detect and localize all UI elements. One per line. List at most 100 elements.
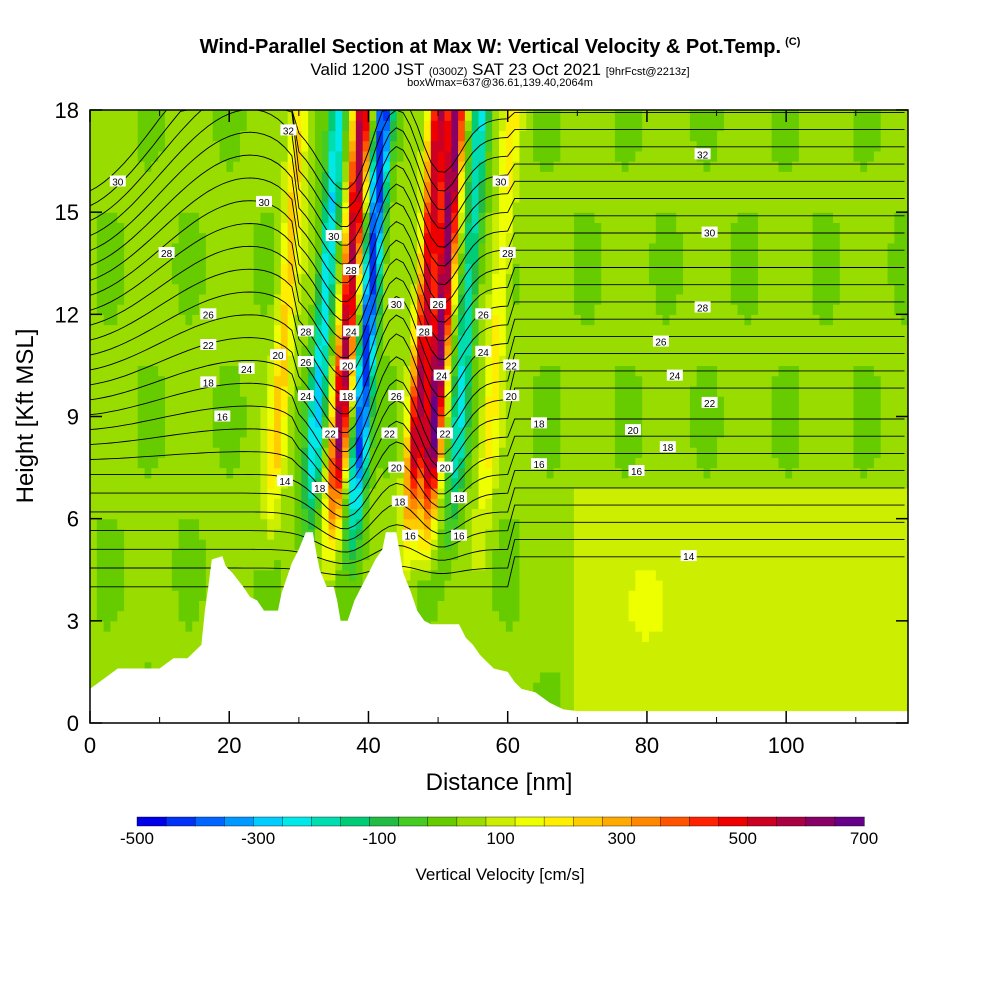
y-tick-label: 15 xyxy=(55,200,79,225)
theta-label: 30 xyxy=(325,230,342,243)
colorbar-tick-label: 100 xyxy=(486,829,514,848)
theta-label: 30 xyxy=(492,175,509,189)
theta-label: 30 xyxy=(388,298,405,311)
y-tick-label: 6 xyxy=(67,507,79,532)
axes: 0 20 40 60 80 100 0 3 6 9 12 15 18 xyxy=(55,98,908,758)
theta-label: 28 xyxy=(343,264,360,277)
colorbar-swatch xyxy=(689,816,720,827)
theta-label: 22 xyxy=(437,427,453,441)
colorbar-swatch xyxy=(311,816,342,827)
y-tick-label: 9 xyxy=(67,405,79,430)
colorbar-swatch xyxy=(834,816,865,827)
theta-label: 20 xyxy=(625,424,641,437)
copyright-mark: (C) xyxy=(785,36,801,48)
theta-label: 20 xyxy=(388,461,405,475)
x-tick-label: 20 xyxy=(217,733,241,758)
terrain-mask xyxy=(90,532,908,723)
colorbar-label: Vertical Velocity [cm/s] xyxy=(415,865,584,884)
valid-prefix: Valid 1200 JST xyxy=(310,60,425,79)
theta-label: 28 xyxy=(499,247,516,260)
theta-label: 32 xyxy=(694,148,711,161)
theta-contour-labels: 30 28 26 22 18 16 24 20 14 32 30 28 26 24 22 18 30 28 24 20… xyxy=(109,124,718,563)
colorbar-swatch xyxy=(398,816,429,827)
chart-title-text: Wind-Parallel Section at Max W: Vertical… xyxy=(199,36,782,58)
theta-label: 18 xyxy=(391,495,408,509)
x-tick-label: 40 xyxy=(356,733,380,758)
chart-valid-time: Valid 1200 JST (0300Z) SAT 23 Oct 2021 [… xyxy=(0,60,1000,80)
theta-label: 20 xyxy=(339,359,356,372)
theta-label: 30 xyxy=(701,226,718,240)
box-info: boxWmax=637@36.61,139.40,2064m xyxy=(407,77,593,89)
theta-label: 28 xyxy=(158,247,175,260)
theta-label: 24 xyxy=(666,369,683,383)
colorbar-swatch xyxy=(427,816,458,827)
chart-title: Wind-Parallel Section at Max W: Vertical… xyxy=(0,36,1000,59)
x-tick-label: 100 xyxy=(768,733,805,758)
colorbar-swatch xyxy=(224,816,254,827)
theta-label: 22 xyxy=(322,427,339,441)
valid-suffix: SAT 23 Oct 2021 xyxy=(472,60,601,79)
x-axis-label: Distance [nm] xyxy=(426,769,573,796)
y-tick-label: 12 xyxy=(55,302,79,327)
theta-label: 20 xyxy=(437,461,453,475)
colorbar-swatch xyxy=(253,816,284,827)
colorbar: -500 -300 -100 100 300 500 700 xyxy=(120,816,878,848)
theta-label: 18 xyxy=(311,482,328,495)
theta-label: 22 xyxy=(200,339,217,352)
theta-label: 18 xyxy=(531,417,547,430)
y-tick-label: 18 xyxy=(55,98,79,123)
theta-label: 26 xyxy=(430,298,447,311)
colorbar-tick-label: 300 xyxy=(607,829,635,848)
theta-label: 14 xyxy=(680,550,697,563)
theta-label: 28 xyxy=(694,301,711,315)
y-axis-label: Height [Kft MSL] xyxy=(12,329,39,504)
theta-label: 16 xyxy=(402,529,419,543)
y-tick-label: 0 xyxy=(67,711,79,736)
theta-label: 32 xyxy=(280,124,297,137)
colorbar-swatch xyxy=(543,816,574,827)
colorbar-swatch xyxy=(602,816,632,827)
theta-label: 26 xyxy=(475,308,492,321)
theta-label: 24 xyxy=(343,325,360,338)
x-tick-label: 80 xyxy=(635,733,659,758)
theta-label: 18 xyxy=(339,390,356,403)
valid-zulu: (0300Z) xyxy=(428,66,468,78)
theta-label: 30 xyxy=(109,175,126,189)
colorbar-swatch xyxy=(718,816,749,827)
colorbar-swatch xyxy=(631,816,662,827)
colorbar-tick-label: 500 xyxy=(729,829,757,848)
colorbar-tick-label: -100 xyxy=(362,829,396,848)
colorbar-tick-label: -500 xyxy=(120,829,154,848)
x-tick-label: 60 xyxy=(495,733,519,758)
x-tick-label: 0 xyxy=(84,733,96,758)
y-tick-label: 3 xyxy=(67,609,79,634)
colorbar-swatch xyxy=(282,816,313,827)
theta-label: 28 xyxy=(297,325,314,338)
theta-label: 24 xyxy=(475,345,492,359)
theta-label: 16 xyxy=(531,458,547,471)
theta-label: 26 xyxy=(652,335,669,349)
theta-label: 28 xyxy=(416,325,433,338)
colorbar-swatch xyxy=(165,816,196,827)
theta-label: 18 xyxy=(451,492,467,505)
colorbar-tick-label: 700 xyxy=(850,829,878,848)
theta-label: 22 xyxy=(701,396,718,410)
colorbar-swatch xyxy=(660,816,691,827)
theta-label: 20 xyxy=(270,349,286,362)
potential-temperature-contours xyxy=(90,110,905,588)
theta-label: 16 xyxy=(214,410,231,424)
colorbar-swatch xyxy=(369,816,400,827)
theta-label: 26 xyxy=(388,390,405,403)
theta-label: 22 xyxy=(503,359,520,372)
theta-label: 14 xyxy=(276,475,293,488)
colorbar-swatch xyxy=(805,816,836,827)
theta-label: 24 xyxy=(238,362,255,376)
colorbar-swatch xyxy=(136,816,167,827)
theta-label: 30 xyxy=(256,195,272,209)
colorbar-tick-label: -300 xyxy=(241,829,275,848)
colorbar-swatch xyxy=(340,816,371,827)
theta-label: 26 xyxy=(297,356,314,369)
colorbar-swatch xyxy=(776,816,807,827)
colorbar-swatch xyxy=(747,816,778,827)
